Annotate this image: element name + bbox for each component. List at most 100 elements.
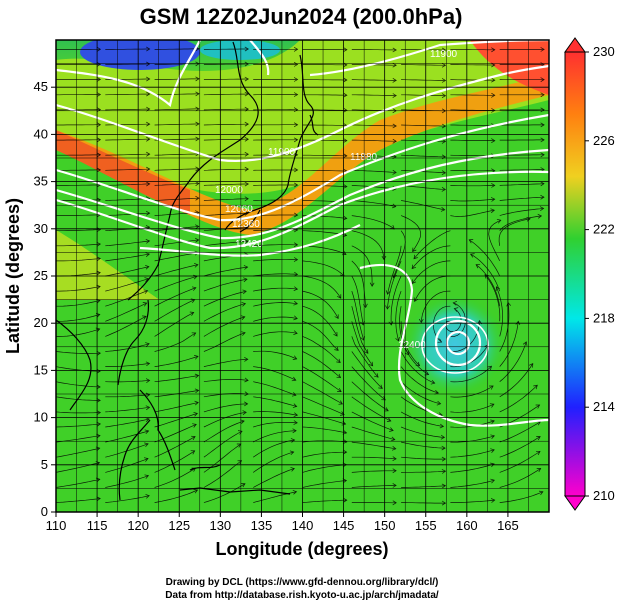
streamline-arrow [293,420,298,425]
streamline-arrow [490,208,495,214]
streamline [499,321,519,367]
streamline [450,385,494,398]
streamline-arrow [192,423,197,428]
streamline-arrow [244,181,249,187]
streamline [253,273,298,277]
y-tick-label: 15 [34,362,48,377]
streamline-arrow [190,450,196,455]
streamline [56,184,101,186]
streamline-arrow [441,456,447,462]
y-tick-label: 30 [34,221,48,236]
streamline-arrow [241,302,247,307]
streamline-arrow [430,379,436,385]
plot-area: 11900 11900 11880 12000 12060 12360 1242… [56,40,549,512]
streamline-arrow [540,107,545,113]
y-tick-label: 35 [34,174,48,189]
gridlines [56,40,549,512]
streamline-arrow [195,91,200,97]
streamline-arrow [392,78,397,83]
streamline-arrow [533,384,538,390]
contour-label: 12400 [398,340,426,351]
streamline-arrow [244,166,249,172]
streamline [351,124,397,127]
streamline-arrow [392,500,397,506]
streamline-arrow [342,215,348,221]
streamline-arrow [411,264,417,270]
streamline-arrow [392,483,397,488]
streamline-arrow [244,46,249,52]
colorbar-tick-label: 210 [593,488,615,503]
x-tick-label: 165 [497,518,519,533]
x-tick-label: 110 [46,518,67,533]
streamline [56,381,101,388]
streamline-arrow [291,392,297,397]
streamline-arrow [244,377,249,383]
streamline [351,336,379,378]
streamline [401,64,446,66]
streamline-arrow [145,252,150,257]
streamline-arrow [452,300,458,306]
streamline [154,63,200,65]
streamline-arrow [189,311,195,316]
streamline [302,154,347,157]
streamline [56,258,101,262]
streamline-arrow [293,167,299,173]
streamline-arrow [96,197,102,203]
streamline-arrow [392,169,397,175]
streamline [154,275,198,292]
streamline-arrow [96,152,102,158]
streamline-arrow [535,450,541,456]
streamline-arrow [487,365,492,371]
streamline-arrow [441,170,447,176]
streamline-arrow [242,289,247,295]
streamline [105,406,150,413]
streamline [450,169,495,172]
streamline [154,436,196,458]
y-tick-label: 20 [34,315,48,330]
streamline-arrow [441,93,447,99]
streamline-arrow [395,336,400,342]
streamline-arrow [489,385,494,390]
streamline-arrow [384,407,389,412]
streamline [302,200,347,203]
streamline-arrow [243,277,248,283]
streamline [154,287,197,307]
streamline-arrow [291,376,297,382]
streamline-arrow [343,439,348,444]
streamline [56,300,101,307]
streamline [203,358,248,367]
y-axis-label: Latitude (degrees) [3,198,23,354]
x-axis-label: Longitude (degrees) [215,539,388,559]
colorbar-tick-label: 222 [593,222,615,237]
streamline [105,458,149,473]
streamline [154,153,200,156]
streamline [450,365,492,383]
streamline-arrow [145,417,150,422]
colorbar: 210 214 218 222 226 230 [564,37,615,511]
streamline-arrow [413,254,418,260]
y-tick-label: 45 [34,79,48,94]
streamline-arrow [244,76,249,82]
streamline-arrow [144,442,149,448]
streamline [302,275,342,299]
streamline [154,312,194,337]
streamline-arrow [540,47,545,52]
chart-title: GSM 12Z02Jun2024 (200.0hPa) [140,4,463,29]
streamline [302,480,347,488]
streamline-arrow [146,91,151,97]
streamline [154,413,198,428]
streamline-arrow [195,121,200,127]
streamline-arrow [391,203,397,209]
streamline [399,306,410,355]
streamline [154,197,199,201]
streamline-arrow [145,405,151,411]
streamline [401,185,446,190]
streamline-arrow [195,181,200,186]
streamline-arrow [338,400,343,405]
streamline-arrow [96,61,102,67]
streamline [203,63,249,65]
streamline [105,253,150,262]
streamline [499,196,545,201]
streamline-arrow [293,330,298,336]
streamline [351,426,395,440]
